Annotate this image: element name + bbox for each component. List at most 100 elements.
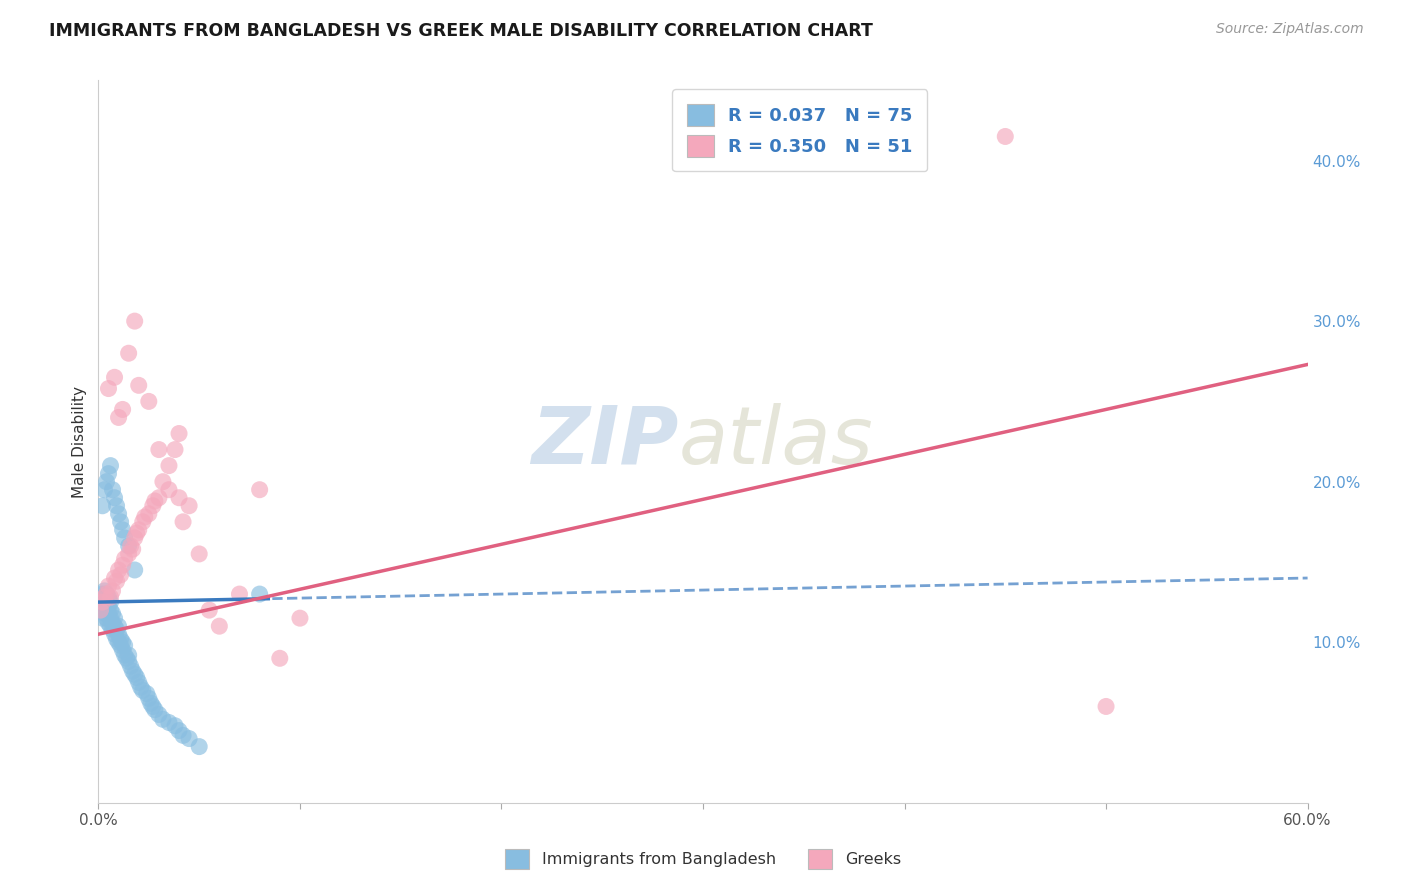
Point — [93, 483, 115, 497]
Point — [121, 542, 143, 557]
Point — [97, 599, 120, 614]
Point — [96, 595, 118, 609]
Point — [97, 579, 120, 593]
Point — [107, 619, 129, 633]
Legend: R = 0.037   N = 75, R = 0.350   N = 51: R = 0.037 N = 75, R = 0.350 N = 51 — [672, 89, 927, 171]
Point — [208, 619, 231, 633]
Point — [107, 563, 129, 577]
Point — [101, 623, 124, 637]
Point — [111, 558, 134, 573]
Point — [125, 526, 148, 541]
Point — [96, 611, 118, 625]
Legend: Immigrants from Bangladesh, Greeks: Immigrants from Bangladesh, Greeks — [499, 843, 907, 875]
Point — [96, 587, 118, 601]
Point — [1095, 699, 1118, 714]
Point — [91, 499, 114, 513]
Point — [111, 643, 134, 657]
Point — [125, 671, 148, 685]
Point — [103, 370, 125, 384]
Point — [103, 627, 125, 641]
Point — [97, 615, 120, 630]
Point — [110, 567, 132, 582]
Point — [167, 491, 190, 505]
Point — [96, 587, 118, 601]
Point — [105, 499, 128, 513]
Point — [107, 410, 129, 425]
Point — [93, 591, 115, 605]
Point — [124, 314, 146, 328]
Point — [132, 683, 155, 698]
Point — [110, 632, 132, 646]
Point — [105, 574, 128, 589]
Point — [148, 442, 170, 457]
Point — [157, 483, 180, 497]
Point — [100, 619, 122, 633]
Point — [172, 515, 194, 529]
Point — [91, 595, 114, 609]
Text: Source: ZipAtlas.com: Source: ZipAtlas.com — [1216, 22, 1364, 37]
Text: ZIP: ZIP — [531, 402, 679, 481]
Point — [143, 703, 166, 717]
Point — [120, 539, 142, 553]
Point — [135, 687, 157, 701]
Point — [105, 623, 128, 637]
Point — [107, 627, 129, 641]
Point — [124, 531, 146, 545]
Point — [249, 587, 271, 601]
Point — [138, 507, 160, 521]
Point — [118, 547, 141, 561]
Point — [157, 715, 180, 730]
Point — [91, 595, 114, 609]
Point — [188, 739, 211, 754]
Point — [93, 591, 115, 605]
Y-axis label: Male Disability: Male Disability — [72, 385, 87, 498]
Point — [142, 699, 165, 714]
Point — [118, 539, 141, 553]
Point — [118, 346, 141, 360]
Point — [111, 402, 134, 417]
Point — [103, 491, 125, 505]
Point — [97, 467, 120, 481]
Point — [198, 603, 221, 617]
Point — [148, 491, 170, 505]
Text: IMMIGRANTS FROM BANGLADESH VS GREEK MALE DISABILITY CORRELATION CHART: IMMIGRANTS FROM BANGLADESH VS GREEK MALE… — [49, 22, 873, 40]
Point — [103, 611, 125, 625]
Point — [188, 547, 211, 561]
Point — [118, 648, 141, 662]
Point — [172, 728, 194, 742]
Point — [118, 655, 141, 669]
Point — [111, 635, 134, 649]
Point — [132, 515, 155, 529]
Point — [97, 607, 120, 621]
Point — [129, 680, 152, 694]
Point — [93, 599, 115, 614]
Point — [128, 523, 150, 537]
Point — [100, 595, 122, 609]
Point — [114, 639, 136, 653]
Point — [228, 587, 250, 601]
Point — [93, 607, 115, 621]
Point — [128, 378, 150, 392]
Point — [994, 129, 1017, 144]
Point — [91, 587, 114, 601]
Point — [97, 591, 120, 605]
Point — [163, 719, 186, 733]
Point — [167, 426, 190, 441]
Point — [143, 494, 166, 508]
Point — [105, 632, 128, 646]
Text: atlas: atlas — [679, 402, 873, 481]
Point — [115, 651, 138, 665]
Point — [121, 664, 143, 678]
Point — [101, 483, 124, 497]
Point — [111, 523, 134, 537]
Point — [120, 659, 142, 673]
Point — [134, 510, 156, 524]
Point — [148, 707, 170, 722]
Point — [101, 583, 124, 598]
Point — [100, 591, 122, 605]
Point — [110, 515, 132, 529]
Point — [269, 651, 291, 665]
Point — [110, 639, 132, 653]
Point — [91, 611, 114, 625]
Point — [249, 483, 271, 497]
